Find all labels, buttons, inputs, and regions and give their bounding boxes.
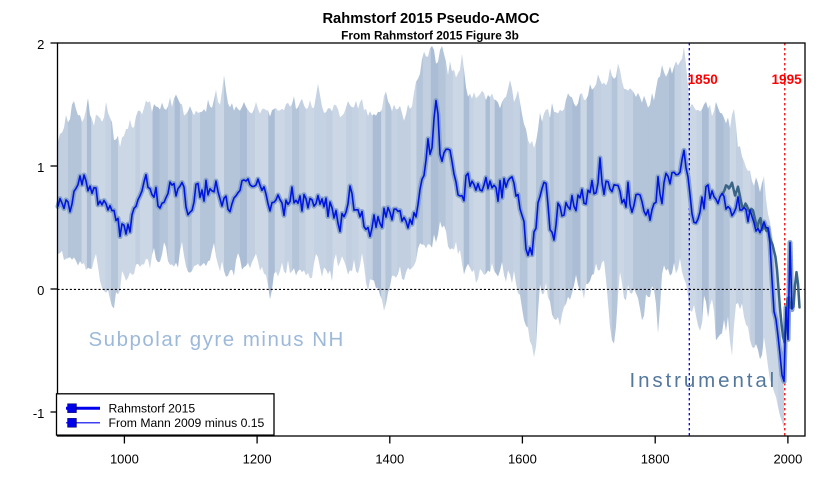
svg-text:Rahmstorf 2015 Pseudo-AMOC: Rahmstorf 2015 Pseudo-AMOC xyxy=(322,11,539,27)
svg-text:1: 1 xyxy=(37,160,44,175)
svg-text:1400: 1400 xyxy=(375,451,404,466)
svg-text:1600: 1600 xyxy=(508,451,537,466)
svg-text:2: 2 xyxy=(37,37,44,52)
svg-text:-1: -1 xyxy=(33,406,45,421)
svg-text:2000: 2000 xyxy=(773,451,802,466)
svg-text:1800: 1800 xyxy=(641,451,670,466)
svg-text:1850: 1850 xyxy=(688,72,718,87)
svg-text:Rahmstorf 2015: Rahmstorf 2015 xyxy=(109,401,196,415)
svg-text:From Mann 2009 minus 0.15: From Mann 2009 minus 0.15 xyxy=(109,416,265,430)
svg-text:Subpolar gyre minus NH: Subpolar gyre minus NH xyxy=(89,328,345,351)
svg-text:1995: 1995 xyxy=(772,72,803,87)
svg-text:From Rahmstorf 2015 Figure 3b: From Rahmstorf 2015 Figure 3b xyxy=(341,28,519,42)
svg-text:0: 0 xyxy=(37,283,44,298)
svg-text:1200: 1200 xyxy=(243,451,272,466)
svg-text:1000: 1000 xyxy=(110,451,139,466)
svg-text:Instrumental: Instrumental xyxy=(630,369,778,392)
